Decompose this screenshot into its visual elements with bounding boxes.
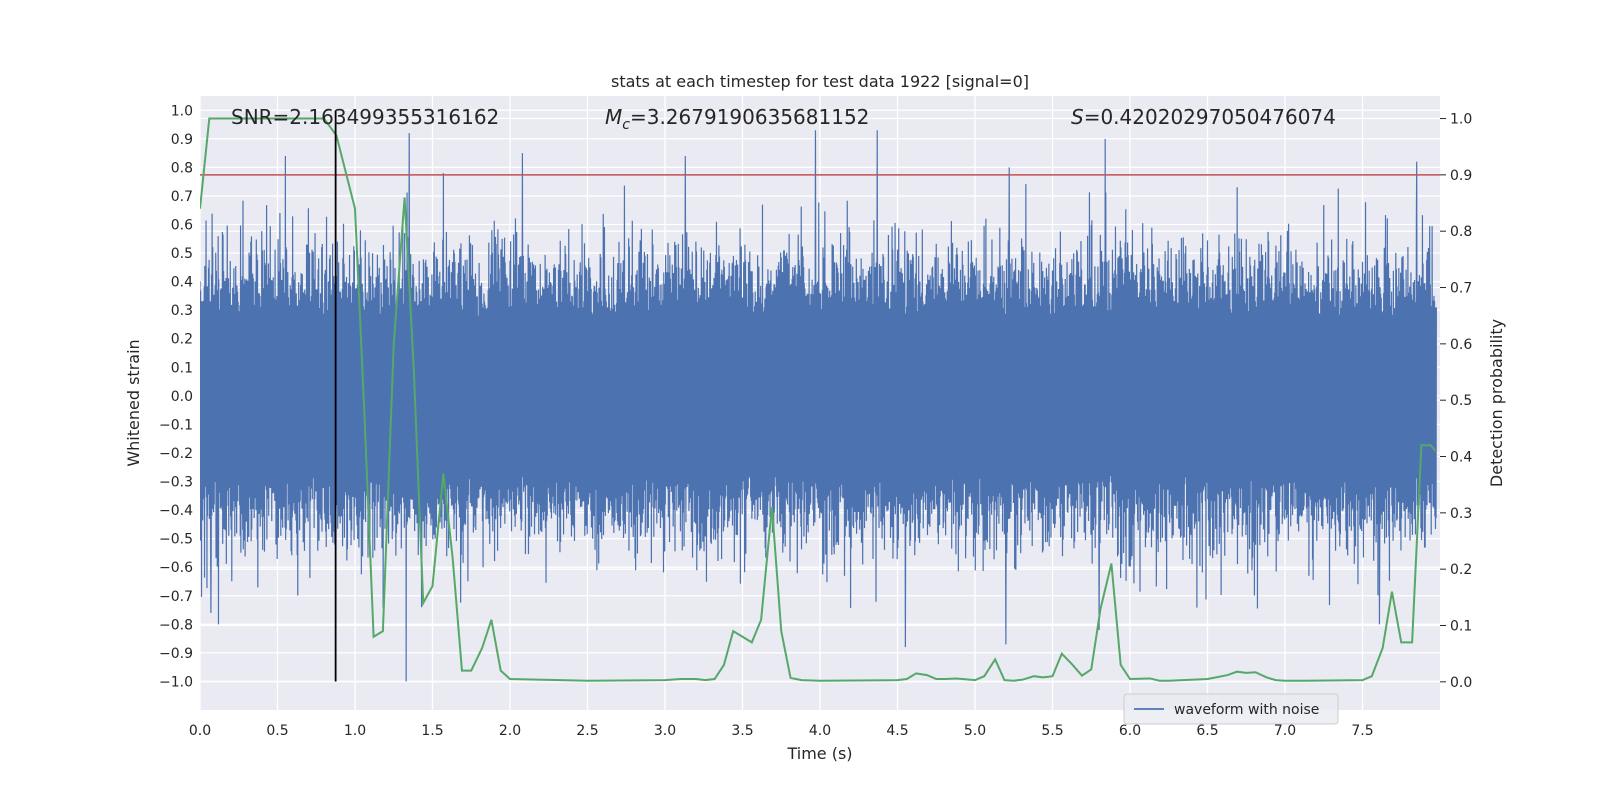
right-y-tick-label: 0.9	[1450, 168, 1472, 184]
x-tick-label: 1.0	[344, 723, 366, 739]
left-y-tick-label: −0.1	[159, 417, 193, 433]
x-tick-label: 6.0	[1119, 723, 1141, 739]
x-tick-label: 4.0	[809, 723, 831, 739]
x-tick-label: 2.5	[576, 723, 598, 739]
legend-box	[1123, 693, 1339, 725]
chirp-mass-annotation: Mc=3.2679190635681152	[605, 105, 869, 133]
left-y-tick-label: 0.0	[171, 389, 193, 405]
x-tick-label: 2.0	[499, 723, 521, 739]
s-annotation: S=0.42020297050476074	[1071, 105, 1336, 129]
left-y-tick-label: 0.8	[171, 160, 193, 176]
left-y-tick-label: 0.9	[171, 132, 193, 148]
detection-probability-series	[200, 117, 1437, 682]
left-y-tick-label: 0.4	[171, 275, 193, 291]
right-y-tick-label: 0.8	[1450, 224, 1472, 240]
chirp-mass-subscript: c	[622, 117, 630, 133]
right-y-tick-label: 0.0	[1450, 675, 1472, 691]
left-y-tick-label: −0.4	[159, 503, 193, 519]
x-axis-ticks: 0.0 0.5 1.0 1.5 2.0 2.5 3.0 3.5 4.0 4.5 5.0 5.5 6.0 6…	[189, 723, 1374, 739]
right-y-tick-label: 0.1	[1450, 619, 1472, 635]
left-y-axis-ticks: 1.0 0.9 0.8 0.7 0.6 0.5 0.4 0.3 0.2 0.1 0.0 −0.1 −0.…	[159, 103, 193, 690]
right-y-tick-label: 0.5	[1450, 393, 1472, 409]
left-y-tick-label: 0.3	[171, 303, 193, 319]
left-y-tick-label: −0.2	[159, 446, 193, 462]
left-y-tick-label: −0.9	[159, 646, 193, 662]
x-tick-label: 0.5	[266, 723, 288, 739]
x-tick-label: 3.0	[654, 723, 676, 739]
s-value: =0.42020297050476074	[1084, 105, 1336, 129]
left-y-tick-label: −0.8	[159, 617, 193, 633]
x-tick-label: 5.0	[964, 723, 986, 739]
left-y-tick-label: −0.3	[159, 475, 193, 491]
x-tick-label: 4.5	[886, 723, 908, 739]
right-y-tick-label: 0.6	[1450, 337, 1472, 353]
right-y-tick-label: 0.3	[1450, 506, 1472, 522]
left-y-tick-label: 0.1	[171, 360, 193, 376]
s-symbol: S	[1071, 105, 1084, 129]
right-y-axis-ticks: 1.0 0.9 0.8 0.7 0.6 0.5 0.4 0.3 0.2 0.1 0.0	[1440, 112, 1472, 691]
x-tick-label: 7.5	[1351, 723, 1373, 739]
left-y-tick-label: −1.0	[159, 674, 193, 690]
x-tick-label: 0.0	[189, 723, 211, 739]
legend: waveform with noise	[1123, 693, 1339, 725]
chirp-mass-symbol: M	[605, 105, 622, 129]
left-y-tick-label: 1.0	[171, 103, 193, 119]
left-y-tick-label: −0.7	[159, 589, 193, 605]
x-tick-label: 3.5	[731, 723, 753, 739]
x-tick-label: 7.0	[1274, 723, 1296, 739]
left-y-tick-label: −0.6	[159, 560, 193, 576]
right-y-tick-label: 0.2	[1450, 562, 1472, 578]
legend-label: waveform with noise	[1174, 702, 1319, 718]
waveform-series	[200, 130, 1437, 682]
x-tick-label: 5.5	[1041, 723, 1063, 739]
snr-annotation: SNR=2.163499355316162	[231, 105, 499, 129]
left-y-tick-label: 0.6	[171, 218, 193, 234]
chirp-mass-value: =3.2679190635681152	[630, 105, 869, 129]
left-y-tick-label: 0.7	[171, 189, 193, 205]
x-axis-label: Time (s)	[786, 744, 852, 763]
x-tick-label: 1.5	[421, 723, 443, 739]
right-y-tick-label: 1.0	[1450, 112, 1472, 128]
left-y-tick-label: −0.5	[159, 532, 193, 548]
right-y-axis-label: Detection probability	[1487, 319, 1506, 487]
chart-title: stats at each timestep for test data 192…	[611, 72, 1029, 91]
left-y-axis-label: Whitened strain	[124, 339, 143, 466]
right-y-tick-label: 0.4	[1450, 450, 1472, 466]
left-y-tick-label: 0.2	[171, 332, 193, 348]
x-tick-label: 6.5	[1196, 723, 1218, 739]
right-y-tick-label: 0.7	[1450, 281, 1472, 297]
left-y-tick-label: 0.5	[171, 246, 193, 262]
